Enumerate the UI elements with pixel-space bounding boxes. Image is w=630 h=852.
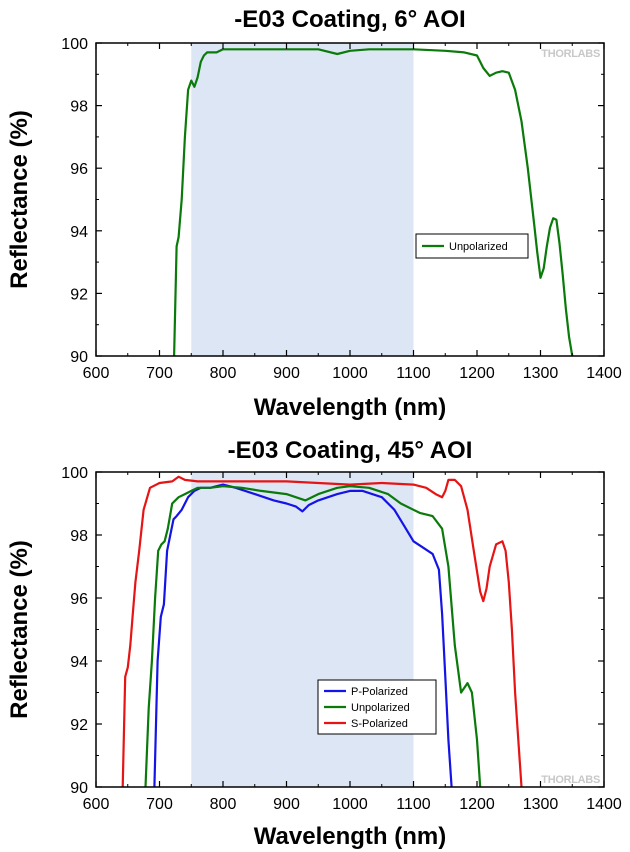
- x-tick-label: 1000: [332, 796, 368, 813]
- y-tick-label: 94: [70, 224, 88, 241]
- series-line-p-polarized: [153, 483, 453, 787]
- chart-45deg-aoi: -E03 Coating, 45° AOI THORLABS 600 700 800 90…: [6, 437, 622, 850]
- y-tick-label: 98: [70, 528, 88, 545]
- y-tick-label: 92: [70, 717, 88, 734]
- x-tick-label: 1400: [586, 365, 622, 382]
- x-tick-label: 1100: [396, 365, 431, 382]
- y-tick-label: 100: [61, 36, 88, 53]
- x-tick-label: 600: [83, 365, 110, 382]
- legend-label-s-polarized: S-Polarized: [351, 718, 408, 730]
- x-tick-label: 1300: [523, 796, 559, 813]
- y-axis-title: Reflectance (%): [6, 540, 33, 719]
- x-tick-label: 1300: [523, 365, 559, 382]
- legend-label-unpolarized: Unpolarized: [449, 241, 508, 253]
- y-tick-label: 92: [70, 286, 88, 303]
- x-tick-label: 1100: [396, 796, 431, 813]
- x-tick-label: 1200: [459, 365, 495, 382]
- x-tick-label: 1000: [332, 365, 368, 382]
- x-tick-label: 800: [210, 796, 237, 813]
- x-tick-label: 1400: [586, 796, 622, 813]
- x-tick-label: 900: [273, 796, 300, 813]
- series-line-s-polarized: [121, 475, 523, 787]
- shaded-region: [191, 472, 414, 787]
- y-tick-label: 94: [70, 654, 88, 671]
- legend: P-Polarized Unpolarized S-Polarized: [317, 679, 437, 735]
- y-tick-label: 90: [70, 349, 88, 366]
- series-line-unpolarized: [144, 485, 482, 787]
- x-tick-label: 600: [83, 796, 110, 813]
- x-tick-label: 900: [273, 365, 300, 382]
- x-axis-title: Wavelength (nm): [254, 394, 446, 421]
- y-tick-label: 90: [70, 780, 88, 797]
- series-line-unpolarized: [173, 48, 574, 356]
- x-tick-label: 700: [146, 365, 173, 382]
- chart-6deg-aoi: -E03 Coating, 6° AOI THORLABS 600 700 800 900…: [6, 6, 622, 421]
- x-tick-label: 1200: [459, 796, 495, 813]
- y-tick-label: 96: [70, 161, 88, 178]
- x-tick-label: 700: [146, 796, 173, 813]
- watermark-logo: THORLABS: [541, 774, 600, 786]
- y-tick-label: 96: [70, 591, 88, 608]
- y-tick-label: 100: [61, 465, 88, 482]
- legend: Unpolarized: [415, 233, 529, 259]
- legend-label-unpolarized: Unpolarized: [351, 702, 410, 714]
- x-tick-label: 800: [210, 365, 237, 382]
- watermark-logo: THORLABS: [541, 48, 600, 60]
- y-axis-title: Reflectance (%): [6, 110, 33, 289]
- chart-title: -E03 Coating, 6° AOI: [234, 6, 465, 33]
- x-axis-title: Wavelength (nm): [254, 823, 446, 850]
- legend-label-p-polarized: P-Polarized: [351, 686, 408, 698]
- shaded-region: [191, 43, 414, 356]
- y-tick-label: 98: [70, 99, 88, 116]
- chart-title: -E03 Coating, 45° AOI: [228, 437, 473, 464]
